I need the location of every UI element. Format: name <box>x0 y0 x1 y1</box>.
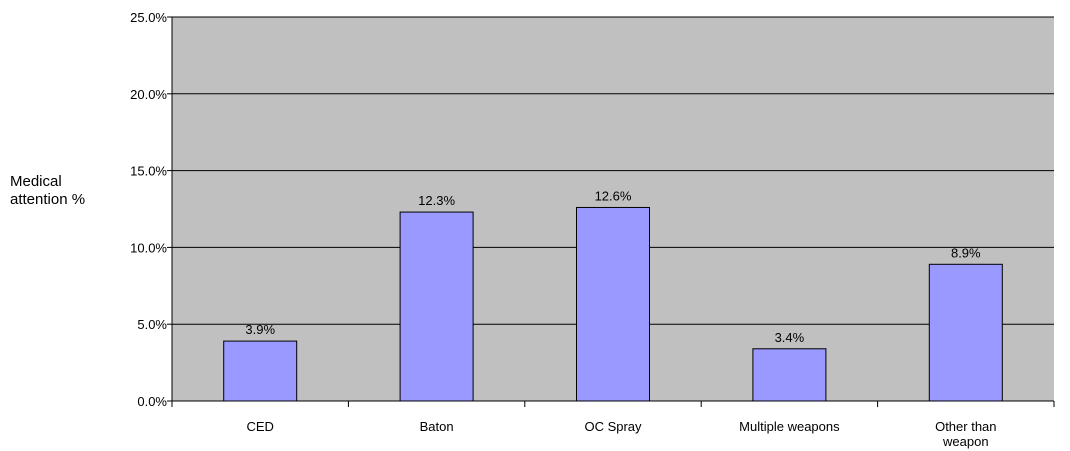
axes <box>167 16 1055 407</box>
x-tick-label-line: weapon <box>942 434 989 449</box>
x-tick-label: CED <box>246 419 273 434</box>
data-label: 3.4% <box>775 330 805 345</box>
y-tick-label: 0.0% <box>137 394 167 409</box>
y-tick-label: 25.0% <box>130 10 167 25</box>
bar <box>576 206 650 402</box>
x-ticks: CED Baton OC Spray Multiple weapons Other th… <box>246 419 996 449</box>
y-tick-label: 20.0% <box>130 87 167 102</box>
y-tick-label: 10.0% <box>130 240 167 255</box>
x-tick-label-line: Other than <box>935 419 996 434</box>
y-axis-title: Medical attention % <box>10 173 85 208</box>
bar <box>928 263 1003 402</box>
y-axis-title-line: attention % <box>10 191 85 208</box>
data-label: 12.3% <box>418 193 455 208</box>
x-tick-label-line: Baton <box>420 419 454 434</box>
data-labels: 3.9% 12.3% 12.6% 3.4% 8.9% <box>245 188 981 344</box>
y-axis-title-line: Medical <box>10 173 62 190</box>
y-tick-label: 5.0% <box>137 317 167 332</box>
bar <box>399 211 474 402</box>
data-label: 3.9% <box>245 322 275 337</box>
bar <box>223 340 298 402</box>
bar <box>752 348 827 402</box>
x-tick-label: OC Spray <box>584 419 642 434</box>
x-tick-label-line: Multiple weapons <box>739 419 840 434</box>
bars <box>223 206 1003 402</box>
x-tick-label: Baton <box>420 419 454 434</box>
y-ticks: 0.0% 5.0% 10.0% 15.0% 20.0% 25.0% <box>130 10 167 409</box>
data-label: 12.6% <box>595 188 632 203</box>
x-tick-label: Multiple weapons <box>739 419 840 434</box>
data-label: 8.9% <box>951 245 981 260</box>
y-tick-label: 15.0% <box>130 164 167 179</box>
x-tick-label-line: CED <box>246 419 273 434</box>
x-tick-label-line: OC Spray <box>584 419 642 434</box>
x-tick-label: Other than weapon <box>935 419 996 449</box>
